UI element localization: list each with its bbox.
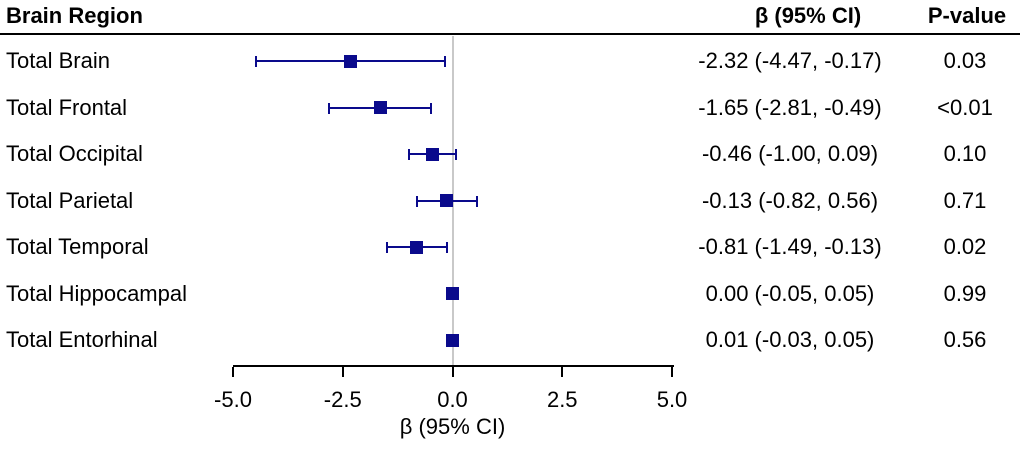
header-divider-line bbox=[0, 33, 1020, 35]
row-label: Total Occipital bbox=[6, 141, 143, 166]
x-axis-tick bbox=[561, 367, 564, 377]
beta-ci-value: 0.01 (-0.03, 0.05) bbox=[705, 327, 875, 352]
x-axis-tick-label: 2.5 bbox=[546, 387, 578, 412]
ci-cap-left bbox=[415, 195, 418, 207]
p-value: 0.71 bbox=[943, 187, 987, 213]
x-axis-tick-label: 5.0 bbox=[656, 387, 688, 412]
row-label: Total Temporal bbox=[6, 234, 149, 259]
p-value: 0.03 bbox=[943, 48, 987, 73]
row-label: Total Parietal bbox=[6, 187, 134, 213]
x-axis-tick bbox=[341, 367, 344, 377]
p-value: 0.99 bbox=[943, 280, 987, 306]
ci-cap-right bbox=[444, 56, 447, 67]
point-marker bbox=[410, 240, 424, 254]
point-marker bbox=[446, 333, 460, 347]
row-label: Total Entorhinal bbox=[6, 327, 158, 352]
column-header-p-value: P-value bbox=[927, 3, 1007, 28]
row-label: Total Hippocampal bbox=[6, 280, 187, 306]
x-axis-tick-label: -2.5 bbox=[323, 387, 362, 412]
beta-ci-value: -0.13 (-0.82, 0.56) bbox=[701, 187, 879, 213]
x-axis-tick bbox=[671, 367, 673, 377]
ci-cap-left bbox=[407, 149, 410, 160]
x-axis-label: β (95% CI) bbox=[399, 414, 506, 439]
ci-cap-left bbox=[328, 102, 331, 114]
column-header-beta-ci: β (95% CI) bbox=[754, 3, 862, 28]
point-marker bbox=[446, 287, 459, 300]
ci-cap-left bbox=[255, 56, 258, 67]
x-axis-tick-label: 0.0 bbox=[437, 387, 468, 412]
p-value: <0.01 bbox=[937, 94, 993, 120]
ci-cap-right bbox=[476, 195, 479, 207]
column-header-brain-region: Brain Region bbox=[6, 3, 143, 28]
row-label: Total Brain bbox=[6, 48, 110, 73]
p-value: 0.02 bbox=[943, 234, 987, 259]
beta-ci-value: 0.00 (-0.05, 0.05) bbox=[705, 280, 875, 306]
p-value: 0.10 bbox=[943, 141, 987, 166]
p-value: 0.56 bbox=[943, 327, 987, 352]
point-marker bbox=[373, 101, 387, 114]
beta-ci-value: -0.46 (-1.00, 0.09) bbox=[701, 141, 879, 166]
ci-cap-right bbox=[429, 102, 432, 114]
point-marker bbox=[425, 147, 439, 161]
ci-cap-right bbox=[455, 149, 458, 160]
beta-ci-value: -2.32 (-4.47, -0.17) bbox=[698, 48, 882, 73]
x-axis-line bbox=[233, 365, 674, 367]
row-label: Total Frontal bbox=[6, 94, 128, 120]
point-marker bbox=[440, 194, 454, 207]
x-axis-tick bbox=[451, 367, 454, 377]
x-axis-tick-label: -5.0 bbox=[214, 387, 252, 412]
x-axis-tick bbox=[232, 367, 234, 377]
beta-ci-value: -1.65 (-2.81, -0.49) bbox=[698, 94, 882, 120]
beta-ci-value: -0.81 (-1.49, -0.13) bbox=[698, 234, 882, 259]
point-marker bbox=[344, 54, 358, 68]
ci-cap-left bbox=[386, 242, 389, 253]
ci-cap-right bbox=[445, 242, 448, 253]
